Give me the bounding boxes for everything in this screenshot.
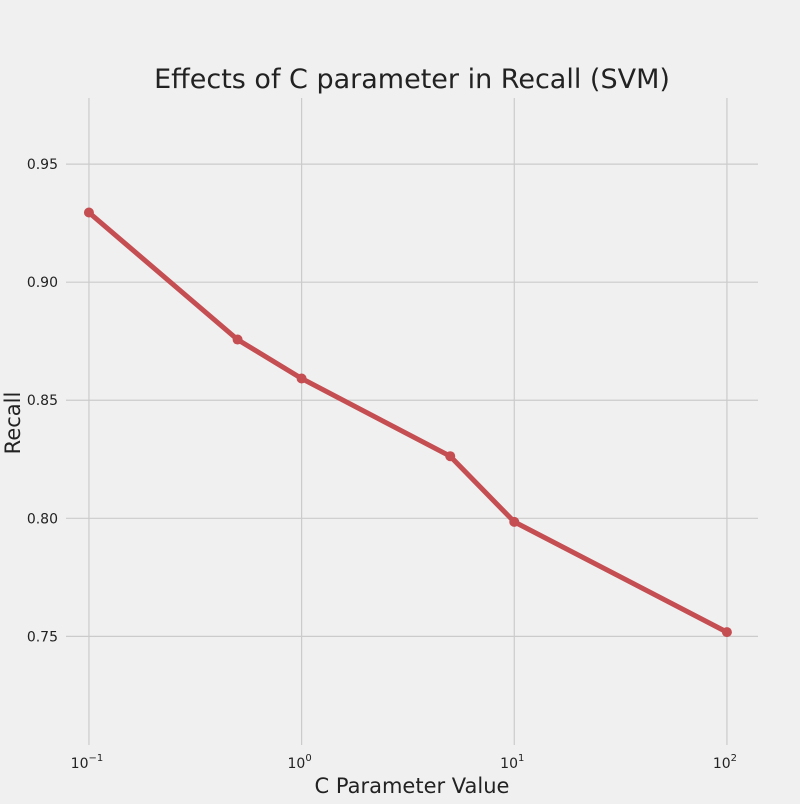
y-axis-label: Recall: [1, 392, 25, 455]
x-axis-label: C Parameter Value: [315, 774, 510, 798]
data-point: [232, 334, 243, 345]
y-tick-label: 0.80: [27, 511, 58, 527]
data-point: [83, 207, 94, 218]
y-tick-label: 0.85: [27, 393, 58, 409]
x-tick-label: 101: [500, 753, 524, 772]
x-tick-label: 102: [713, 753, 737, 772]
grid-lines: [66, 98, 758, 745]
data-point: [296, 373, 307, 384]
data-point: [721, 627, 732, 638]
data-point: [509, 516, 520, 527]
y-tick-label: 0.75: [27, 629, 58, 645]
y-tick-labels: 0.75 0.80 0.85 0.90 0.95: [27, 157, 58, 645]
y-tick-label: 0.90: [27, 275, 58, 291]
data-point: [445, 451, 456, 462]
x-tick-label: 100: [288, 753, 312, 772]
x-tick-labels: 10−1 100 101 102: [71, 753, 737, 772]
chart-title: Effects of C parameter in Recall (SVM): [154, 64, 670, 95]
y-tick-label: 0.95: [27, 157, 58, 173]
recall-series-line: [86, 210, 730, 635]
series-layer: [83, 207, 732, 638]
x-tick-label: 10−1: [71, 753, 104, 772]
